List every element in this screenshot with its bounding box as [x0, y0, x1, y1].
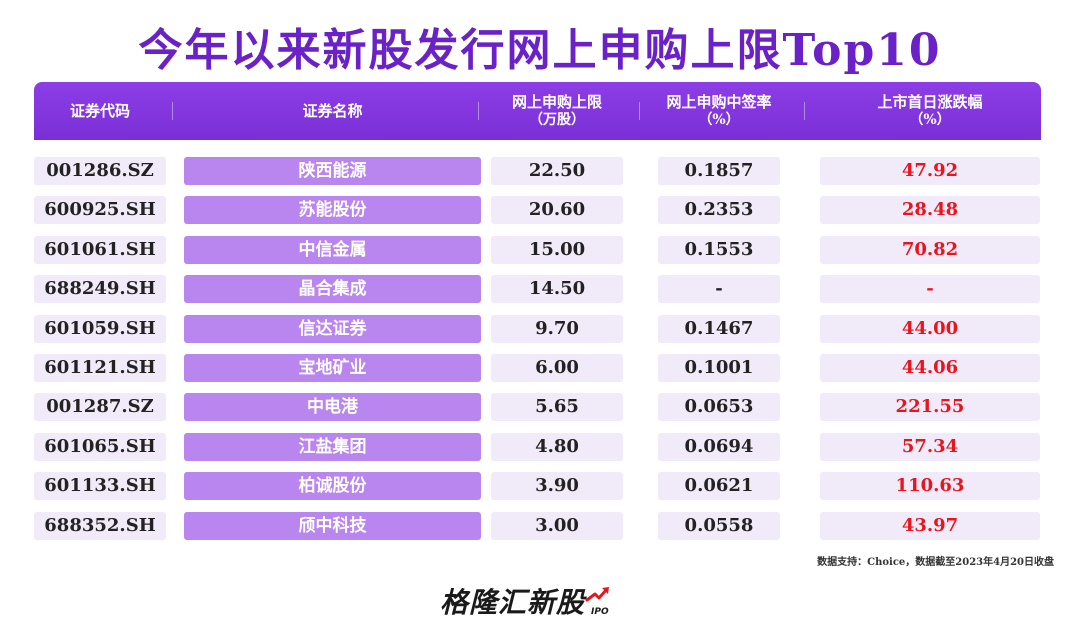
table-row: 001287.SZ 中电港 5.65 0.0653 221.55: [0, 393, 1080, 421]
first-day-change-cell: 28.48: [820, 196, 1040, 224]
table-row: 601059.SH 信达证券 9.70 0.1467 44.00: [0, 315, 1080, 343]
stock-name-cell: 中信金属: [184, 236, 481, 264]
header-name-label: 证券名称: [302, 102, 363, 120]
winning-rate-cell: 0.1857: [658, 157, 780, 185]
first-day-change-cell: 47.92: [820, 157, 1040, 185]
first-day-change-cell: 110.63: [820, 472, 1040, 500]
table-row: 688249.SH 晶合集成 14.50 - -: [0, 275, 1080, 303]
first-day-change-cell: -: [820, 275, 1040, 303]
stock-code-cell: 601065.SH: [34, 433, 166, 461]
logo: 格隆汇新股 IPO: [440, 586, 615, 620]
purchase-limit-cell: 3.00: [491, 512, 623, 540]
purchase-limit-cell: 14.50: [491, 275, 623, 303]
header-change: 上市首日涨跌幅 （%）: [820, 82, 1040, 140]
stock-name-cell: 陕西能源: [184, 157, 481, 185]
header-limit: 网上申购上限 （万股）: [491, 82, 623, 140]
header-divider: [804, 102, 805, 120]
table-row: 601133.SH 柏诚股份 3.90 0.0621 110.63: [0, 472, 1080, 500]
table-row: 001286.SZ 陕西能源 22.50 0.1857 47.92: [0, 157, 1080, 185]
header-limit-label: 网上申购上限: [511, 93, 602, 111]
winning-rate-cell: 0.1553: [658, 236, 780, 264]
logo-sub: IPO: [591, 607, 609, 617]
stock-name-cell: 颀中科技: [184, 512, 481, 540]
header-change-label: 上市首日涨跌幅: [877, 93, 983, 111]
stock-code-cell: 601133.SH: [34, 472, 166, 500]
page-title: 今年以来新股发行网上申购上限Top10: [138, 25, 942, 76]
table-row: 601065.SH 江盐集团 4.80 0.0694 57.34: [0, 433, 1080, 461]
header-rate: 网上申购中签率 （%）: [648, 82, 790, 140]
table-header: 证券代码 证券名称 网上申购上限 （万股） 网上申购中签率 （%） 上市首日涨跌…: [34, 82, 1041, 140]
purchase-limit-cell: 20.60: [491, 196, 623, 224]
header-rate-label: 网上申购中签率: [666, 93, 772, 111]
purchase-limit-cell: 6.00: [491, 354, 623, 382]
header-rate-unit: （%）: [698, 112, 740, 128]
header-divider: [478, 102, 479, 120]
stock-code-cell: 001286.SZ: [34, 157, 166, 185]
logo-text: 格隆汇新股: [440, 586, 586, 619]
first-day-change-cell: 44.00: [820, 315, 1040, 343]
header-code-label: 证券代码: [69, 102, 130, 120]
first-day-change-cell: 44.06: [820, 354, 1040, 382]
winning-rate-cell: 0.1001: [658, 354, 780, 382]
purchase-limit-cell: 9.70: [491, 315, 623, 343]
first-day-change-cell: 57.34: [820, 433, 1040, 461]
stock-name-cell: 中电港: [184, 393, 481, 421]
stock-name-cell: 江盐集团: [184, 433, 481, 461]
stock-name-cell: 晶合集成: [184, 275, 481, 303]
winning-rate-cell: 0.0653: [658, 393, 780, 421]
table-row: 600925.SH 苏能股份 20.60 0.2353 28.48: [0, 196, 1080, 224]
table-row: 601061.SH 中信金属 15.00 0.1553 70.82: [0, 236, 1080, 264]
stock-code-cell: 688352.SH: [34, 512, 166, 540]
header-code: 证券代码: [34, 82, 166, 140]
stock-code-cell: 601121.SH: [34, 354, 166, 382]
winning-rate-cell: 0.0558: [658, 512, 780, 540]
winning-rate-cell: 0.2353: [658, 196, 780, 224]
winning-rate-cell: -: [658, 275, 780, 303]
stock-code-cell: 601061.SH: [34, 236, 166, 264]
purchase-limit-cell: 4.80: [491, 433, 623, 461]
winning-rate-cell: 0.0694: [658, 433, 780, 461]
stock-name-cell: 宝地矿业: [184, 354, 481, 382]
stock-code-cell: 688249.SH: [34, 275, 166, 303]
first-day-change-cell: 221.55: [820, 393, 1040, 421]
purchase-limit-cell: 3.90: [491, 472, 623, 500]
table-row: 688352.SH 颀中科技 3.00 0.0558 43.97: [0, 512, 1080, 540]
winning-rate-cell: 0.0621: [658, 472, 780, 500]
stock-name-cell: 信达证券: [184, 315, 481, 343]
header-change-unit: （%）: [909, 112, 951, 128]
first-day-change-cell: 43.97: [820, 512, 1040, 540]
winning-rate-cell: 0.1467: [658, 315, 780, 343]
purchase-limit-cell: 22.50: [491, 157, 623, 185]
table-row: 601121.SH 宝地矿业 6.00 0.1001 44.06: [0, 354, 1080, 382]
purchase-limit-cell: 15.00: [491, 236, 623, 264]
stock-code-cell: 600925.SH: [34, 196, 166, 224]
trend-arrow-icon: IPO: [585, 586, 615, 620]
source-note: 数据支持：Choice，数据截至2023年4月20日收盘: [817, 557, 1054, 568]
stock-name-cell: 苏能股份: [184, 196, 481, 224]
header-divider: [639, 102, 640, 120]
stock-code-cell: 001287.SZ: [34, 393, 166, 421]
stock-code-cell: 601059.SH: [34, 315, 166, 343]
first-day-change-cell: 70.82: [820, 236, 1040, 264]
purchase-limit-cell: 5.65: [491, 393, 623, 421]
header-limit-unit: （万股）: [529, 112, 585, 128]
header-name: 证券名称: [184, 82, 481, 140]
header-divider: [172, 102, 173, 120]
stock-name-cell: 柏诚股份: [184, 472, 481, 500]
